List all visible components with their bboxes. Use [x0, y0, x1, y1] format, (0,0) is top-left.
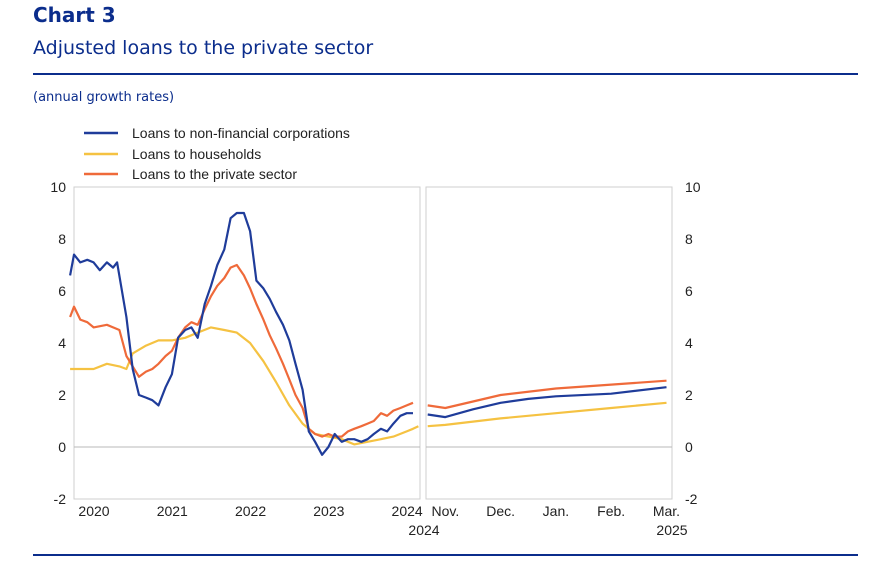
y-tick-right: 2: [685, 387, 693, 403]
y-tick-right: 8: [685, 231, 693, 247]
left-panel-series: [69, 211, 419, 456]
y-tick-right: 0: [685, 439, 693, 455]
x-tick-right: Feb.: [597, 503, 625, 519]
year-label-2025: 2025: [656, 522, 687, 538]
x-tick-left: 2023: [313, 503, 344, 519]
top-divider: [33, 73, 858, 75]
right-series-line-households: [427, 401, 667, 428]
left-series-line-households: [70, 326, 419, 446]
y-tick-right: 10: [685, 179, 701, 195]
y-tick-left: 10: [50, 179, 66, 195]
left-panel-frame: [73, 186, 421, 500]
y-tick-right: -2: [685, 491, 698, 507]
legend: Loans to non-financial corporations Loan…: [84, 125, 350, 182]
y-tick-left: 2: [58, 387, 66, 403]
left-series-line-nfc: [69, 211, 413, 456]
right-panel-frame: [425, 186, 673, 500]
x-tick-right: Jan.: [543, 503, 569, 519]
x-tick-left: 2024: [392, 503, 423, 519]
right-series-line-private: [427, 379, 667, 410]
chart-title: Adjusted loans to the private sector: [33, 37, 374, 59]
y-tick-left: 0: [58, 439, 66, 455]
left-series-line-private: [69, 263, 414, 438]
y-tick-left: 4: [58, 335, 66, 351]
x-tick-left: 2022: [235, 503, 266, 519]
x-tick-right: Nov.: [431, 503, 459, 519]
x-tick-left: 2021: [157, 503, 188, 519]
x-axis-right: Nov. Dec. Jan. Feb. Mar.: [431, 503, 680, 519]
right-panel-series: [427, 379, 667, 428]
chart-subtitle: (annual growth rates): [33, 90, 175, 105]
y-tick-left: 6: [58, 283, 66, 299]
y-axis-right: 10 8 6 4 2 0 -2: [685, 179, 701, 507]
x-axis-left: 2020 2021 2022 2023 2024: [78, 503, 422, 519]
y-tick-right: 4: [685, 335, 693, 351]
chart-number: Chart 3: [33, 3, 116, 27]
year-label-2024: 2024: [408, 522, 439, 538]
y-tick-right: 6: [685, 283, 693, 299]
x-tick-right: Dec.: [486, 503, 515, 519]
y-tick-left: -2: [54, 491, 67, 507]
x-tick-left: 2020: [78, 503, 109, 519]
y-axis-left: 10 8 6 4 2 0 -2: [50, 179, 66, 507]
legend-label-households: Loans to households: [132, 146, 261, 162]
legend-label-nfc: Loans to non-financial corporations: [132, 125, 350, 141]
y-tick-left: 8: [58, 231, 66, 247]
bottom-divider: [33, 554, 858, 556]
right-series-line-nfc: [427, 386, 667, 419]
x-tick-right: Mar.: [653, 503, 680, 519]
legend-label-private: Loans to the private sector: [132, 166, 297, 182]
